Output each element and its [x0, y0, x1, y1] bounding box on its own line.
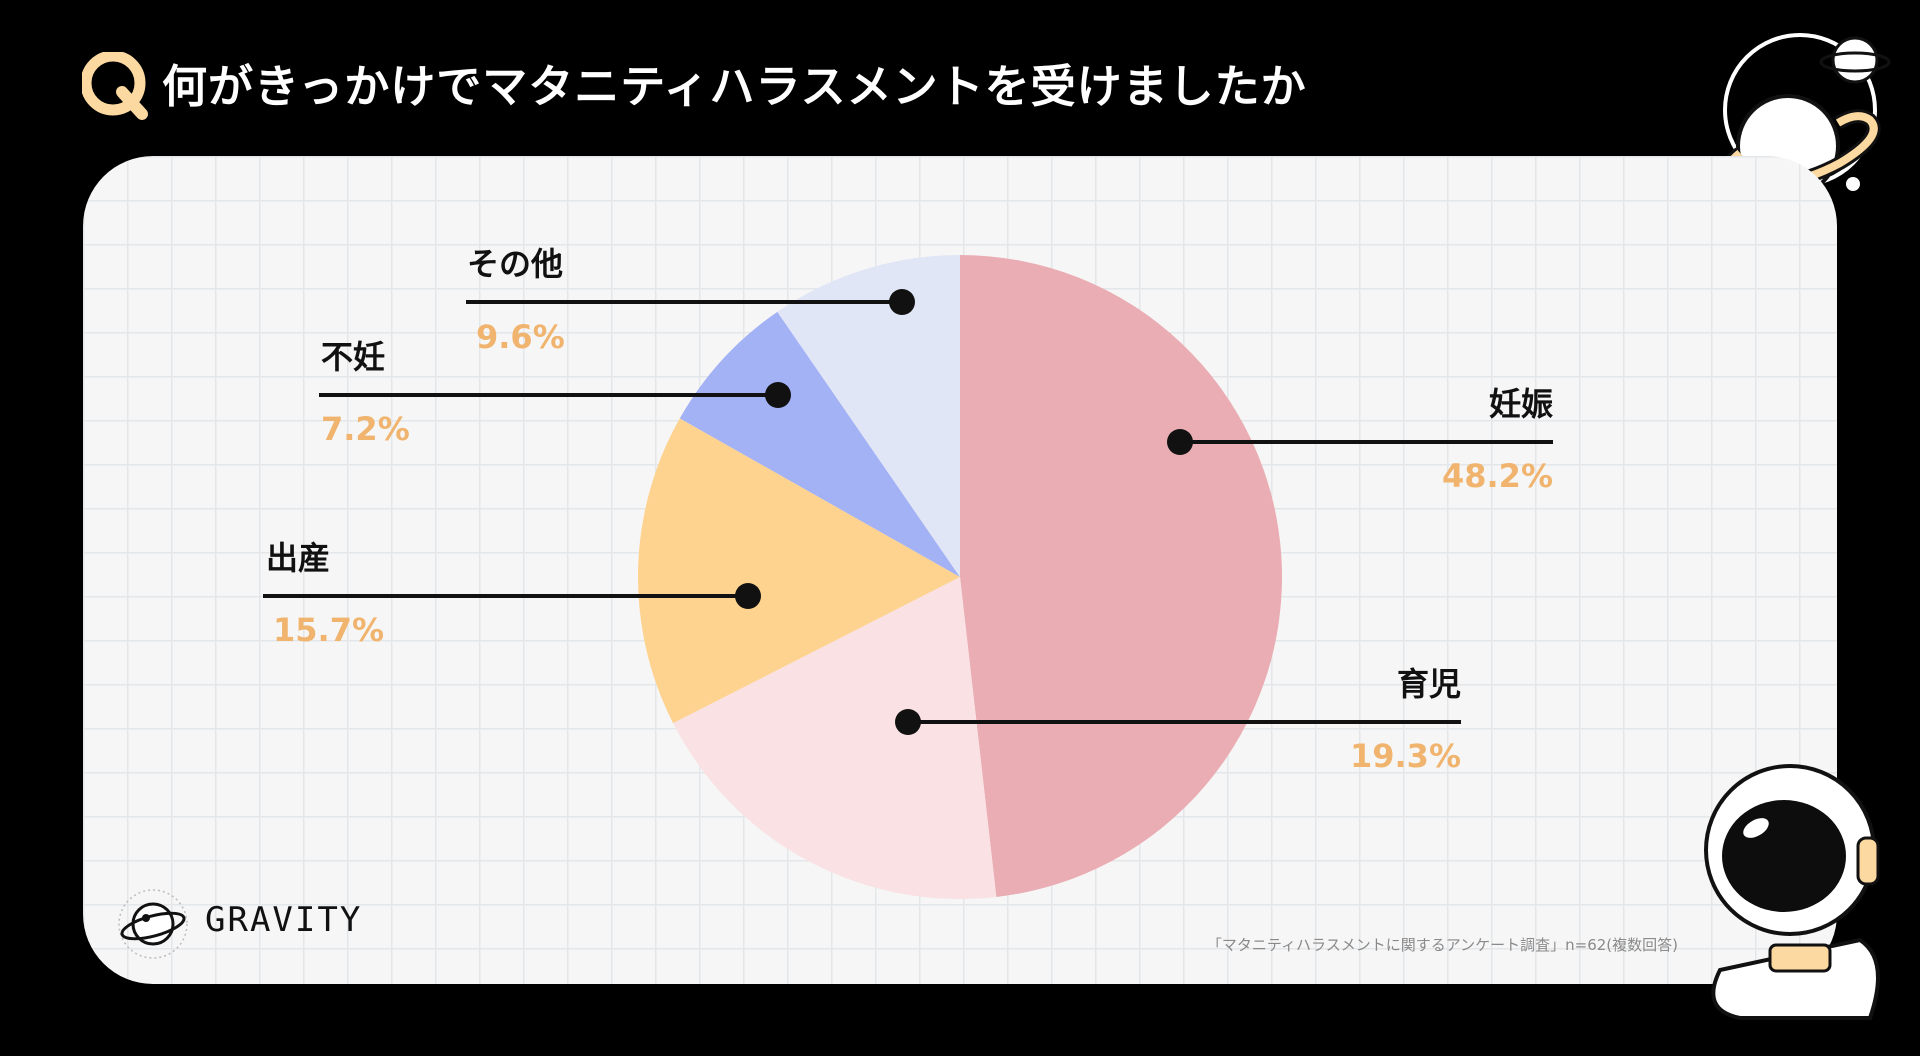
slice-label-2: 育児	[1397, 665, 1461, 703]
slice-label-4: 不妊	[321, 338, 385, 376]
slice-label-3: 出産	[266, 539, 330, 577]
slice-value-4: 7.2%	[321, 410, 410, 448]
pie-slice-3	[637, 418, 960, 724]
slice-value-5: 9.6%	[476, 318, 565, 356]
pie-slice-4	[679, 311, 960, 577]
slice-value-1: 48.2%	[1442, 457, 1553, 495]
source-note: 「マタニティハラスメントに関するアンケート調査」n=62(複数回答)	[1206, 936, 1678, 954]
slice-label-5: その他	[467, 245, 563, 283]
page-title: 何がきっかけでマタニティハラスメントを受けましたか	[162, 60, 1307, 113]
astronaut-icon	[1704, 764, 1880, 1020]
slice-value-3: 15.7%	[273, 611, 384, 649]
chart-card: 妊娠 48.2% 育児 19.3% 出産 15.7% 不妊 7.2% その他 9.6%	[83, 156, 1837, 984]
q-badge-icon	[82, 52, 148, 120]
slice-label-1: 妊娠	[1489, 385, 1553, 423]
brand-name: GRAVITY	[205, 900, 363, 940]
gravity-logo-icon	[118, 889, 188, 959]
leader-dot-5	[889, 289, 915, 315]
leader-dot-2	[895, 709, 921, 735]
leader-dot-3	[735, 583, 761, 609]
pie-slice-2	[673, 577, 997, 900]
pie-chart: 妊娠 48.2% 育児 19.3% 出産 15.7% 不妊 7.2% その他 9.6%	[263, 245, 1553, 900]
slice-value-2: 19.3%	[1350, 737, 1461, 775]
pie-slice-1	[960, 255, 1283, 897]
pie-slice-5	[777, 255, 960, 577]
leader-dot-1	[1167, 429, 1193, 455]
leader-dot-4	[765, 382, 791, 408]
